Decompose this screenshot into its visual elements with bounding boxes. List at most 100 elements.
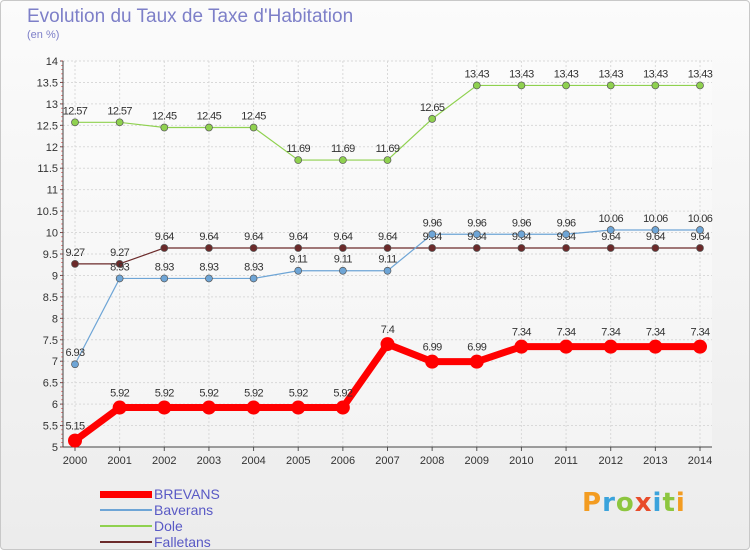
data-label-dole: 13.43	[598, 68, 623, 80]
data-label-dole: 13.43	[688, 68, 713, 80]
data-point-dole	[115, 118, 124, 127]
x-tick-label: 2000	[63, 455, 87, 467]
data-point-dole	[383, 156, 392, 164]
data-label-baverans: 8.93	[199, 261, 218, 273]
data-point-baverans	[205, 274, 213, 283]
data-label-baverans: 9.96	[467, 217, 486, 229]
data-point-brevans	[603, 339, 618, 354]
x-tick-label: 2005	[286, 455, 310, 467]
data-label-baverans: 9.96	[423, 217, 442, 229]
logo-letter: o	[615, 488, 635, 518]
data-label-falletans: 9.64	[244, 231, 263, 243]
data-point-brevans	[514, 339, 529, 354]
data-label-falletans: 9.64	[199, 231, 218, 243]
y-tick-label: 6	[52, 399, 58, 411]
y-tick-label: 5.5	[43, 421, 58, 433]
data-point-dole	[160, 123, 169, 132]
legend-label: Dole	[154, 518, 183, 534]
data-point-falletans	[383, 244, 392, 252]
data-label-falletans: 9.64	[646, 231, 665, 243]
legend-label: Baverans	[154, 502, 214, 518]
y-tick-label: 8.5	[43, 292, 58, 304]
data-point-falletans	[205, 244, 213, 252]
data-point-falletans	[160, 244, 169, 252]
data-label-dole: 12.57	[63, 105, 88, 117]
x-tick-label: 2009	[465, 455, 489, 467]
data-point-falletans	[696, 244, 704, 252]
data-point-brevans	[693, 339, 707, 354]
data-label-dole: 13.43	[554, 68, 579, 80]
y-tick-label: 8	[52, 313, 58, 325]
x-tick-label: 2004	[241, 455, 265, 467]
data-point-dole	[472, 81, 481, 90]
data-label-falletans: 9.27	[65, 247, 84, 259]
x-tick-label: 2002	[152, 455, 176, 467]
data-point-baverans	[651, 226, 660, 234]
legend-swatch	[100, 490, 152, 498]
y-tick-label: 13	[46, 99, 58, 111]
data-label-baverans: 8.93	[244, 261, 263, 273]
data-point-falletans	[651, 244, 660, 252]
data-label-baverans: 9.11	[289, 254, 308, 266]
data-label-brevans: 7.34	[646, 327, 665, 339]
data-point-falletans	[428, 244, 436, 252]
data-point-dole	[428, 115, 436, 123]
data-point-brevans	[291, 400, 306, 415]
y-tick-label: 10.5	[37, 206, 58, 218]
y-tick-label: 10	[46, 228, 58, 240]
data-point-baverans	[517, 230, 526, 239]
x-tick-label: 2010	[509, 455, 533, 467]
chart-subtitle: (en %)	[27, 29, 60, 41]
data-label-brevans: 6.99	[423, 342, 442, 354]
data-point-baverans	[71, 360, 79, 369]
data-point-baverans	[428, 230, 436, 239]
data-point-baverans	[696, 226, 704, 234]
data-label-brevans: 7.34	[557, 327, 576, 339]
data-point-dole	[294, 156, 303, 164]
chart-title: Evolution du Taux de Taxe d'Habitation	[27, 6, 354, 27]
data-label-dole: 12.57	[107, 105, 132, 117]
logo-letter: i	[652, 488, 663, 518]
x-tick-label: 2001	[107, 455, 131, 467]
data-label-baverans: 9.11	[334, 254, 353, 266]
data-label-brevans: 5.92	[244, 388, 263, 400]
y-tick-label: 9.5	[43, 249, 58, 261]
data-label-falletans: 9.64	[289, 231, 308, 243]
data-point-baverans	[115, 274, 124, 283]
data-point-baverans	[562, 230, 570, 239]
data-label-baverans: 10.06	[643, 213, 668, 225]
x-tick-label: 2013	[643, 455, 667, 467]
data-label-brevans: 7.34	[512, 327, 531, 339]
data-label-brevans: 5.92	[199, 388, 218, 400]
data-label-dole: 13.43	[465, 68, 490, 80]
data-point-brevans	[380, 337, 395, 352]
data-label-dole: 13.43	[643, 68, 668, 80]
legend-swatch	[100, 541, 152, 543]
legend-label: BREVANS	[154, 486, 220, 502]
data-label-baverans: 8.93	[155, 261, 174, 273]
data-label-brevans: 6.99	[467, 342, 486, 354]
data-point-baverans	[160, 274, 169, 283]
data-point-brevans	[201, 400, 216, 415]
data-label-baverans: 8.93	[110, 261, 129, 273]
proxiti-logo: Proxiti	[582, 488, 686, 518]
data-point-baverans	[383, 266, 392, 275]
y-tick-label: 12.5	[37, 120, 58, 132]
data-point-dole	[205, 123, 213, 132]
legend-label: Falletans	[154, 534, 211, 550]
data-point-falletans	[472, 244, 481, 252]
y-tick-label: 12	[46, 142, 58, 154]
x-tick-label: 2012	[598, 455, 622, 467]
data-label-dole: 12.45	[152, 110, 177, 122]
logo-letter: x	[634, 488, 653, 518]
data-point-falletans	[294, 244, 303, 252]
data-point-dole	[696, 81, 704, 90]
data-point-brevans	[112, 400, 127, 415]
data-label-baverans: 9.96	[557, 217, 576, 229]
data-label-baverans: 9.96	[512, 217, 531, 229]
logo-letter: t	[662, 488, 676, 518]
x-tick-label: 2011	[554, 455, 578, 467]
data-point-falletans	[249, 244, 258, 252]
data-point-falletans	[606, 244, 615, 252]
data-point-dole	[249, 123, 258, 132]
